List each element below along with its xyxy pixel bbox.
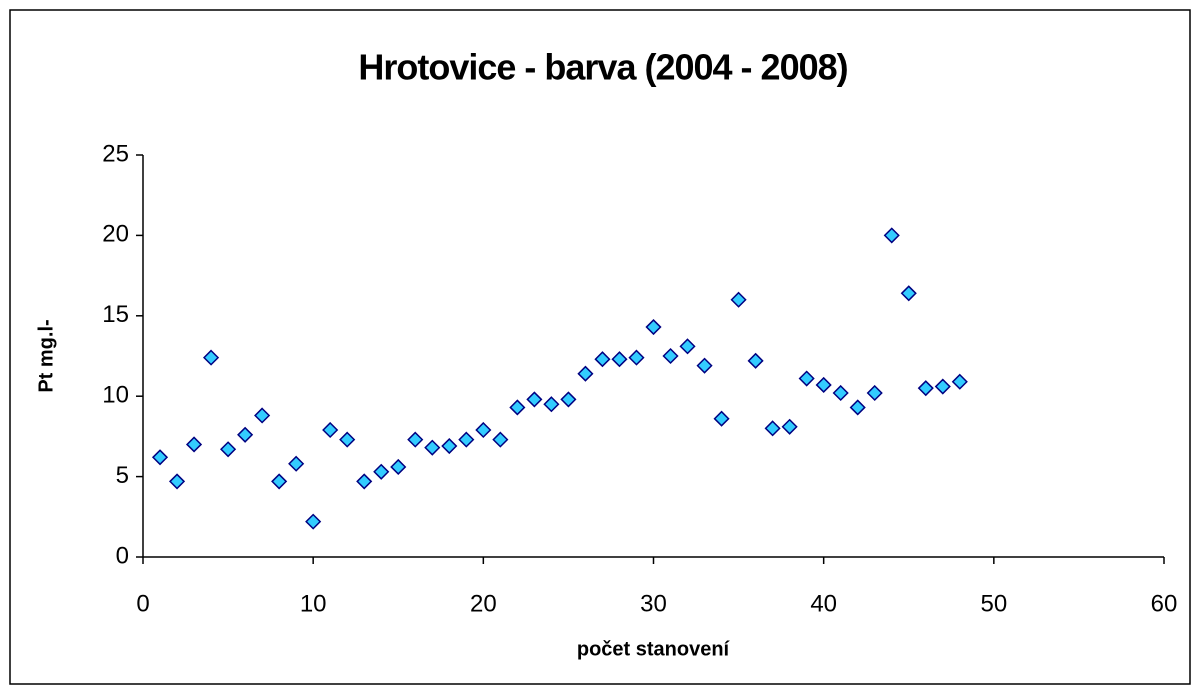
- data-point: [832, 384, 849, 402]
- y-tick-label: 5: [116, 462, 129, 489]
- data-point: [730, 291, 747, 308]
- data-point: [475, 421, 492, 439]
- y-tick-label: 15: [102, 301, 129, 328]
- data-point: [424, 439, 441, 456]
- x-tick-label: 40: [810, 590, 837, 617]
- data-point: [509, 399, 526, 416]
- x-tick-label: 20: [470, 590, 497, 617]
- data-point: [628, 349, 645, 366]
- data-point: [917, 380, 934, 397]
- data-point: [815, 376, 832, 394]
- x-tick-label: 30: [640, 590, 667, 617]
- data-point: [662, 347, 679, 365]
- data-point: [560, 391, 577, 408]
- data-point: [441, 437, 458, 455]
- data-point: [900, 285, 917, 302]
- data-point: [764, 420, 781, 437]
- chart-border: [9, 9, 1191, 685]
- data-point: [696, 357, 713, 374]
- y-tick-label: 0: [116, 542, 129, 569]
- data-point: [849, 399, 866, 416]
- data-point: [356, 473, 373, 490]
- data-point: [390, 458, 407, 476]
- data-point: [713, 410, 730, 427]
- data-point: [645, 318, 662, 336]
- data-point: [611, 351, 628, 368]
- data-point: [322, 421, 339, 439]
- data-point: [305, 513, 322, 530]
- data-point: [594, 351, 611, 368]
- y-tick-label: 25: [102, 140, 129, 167]
- data-point: [883, 227, 900, 244]
- data-point: [220, 441, 237, 458]
- chart-title: Hrotovice - barva (2004 - 2008): [358, 47, 847, 88]
- y-tick-label: 10: [102, 382, 129, 409]
- data-point: [526, 391, 543, 408]
- data-point: [271, 473, 288, 490]
- data-point: [458, 431, 475, 448]
- data-point: [577, 365, 594, 382]
- x-axis-label: počet stanovení: [577, 638, 731, 660]
- x-tick-label: 60: [1151, 590, 1178, 617]
- data-point: [203, 349, 220, 366]
- data-point: [254, 407, 271, 424]
- data-point: [798, 370, 815, 387]
- data-point: [679, 338, 696, 355]
- data-point: [168, 473, 186, 490]
- data-point: [151, 449, 169, 466]
- data-point: [866, 384, 883, 402]
- data-point: [934, 378, 951, 395]
- x-tick-label: 50: [980, 590, 1007, 617]
- data-point: [407, 431, 424, 448]
- x-tick-label: 10: [300, 590, 327, 617]
- data-point: [781, 418, 798, 435]
- data-point: [951, 373, 968, 390]
- y-axis-label: Pt mg.l-: [35, 319, 57, 392]
- y-tick-label: 20: [102, 221, 129, 248]
- data-point: [747, 352, 764, 369]
- x-tick-label: 0: [136, 590, 149, 617]
- data-point: [543, 396, 560, 413]
- data-point: [237, 426, 254, 443]
- data-point: [492, 431, 509, 448]
- data-point: [288, 455, 305, 472]
- data-point: [185, 436, 203, 453]
- data-point: [339, 431, 356, 448]
- data-point: [373, 463, 390, 480]
